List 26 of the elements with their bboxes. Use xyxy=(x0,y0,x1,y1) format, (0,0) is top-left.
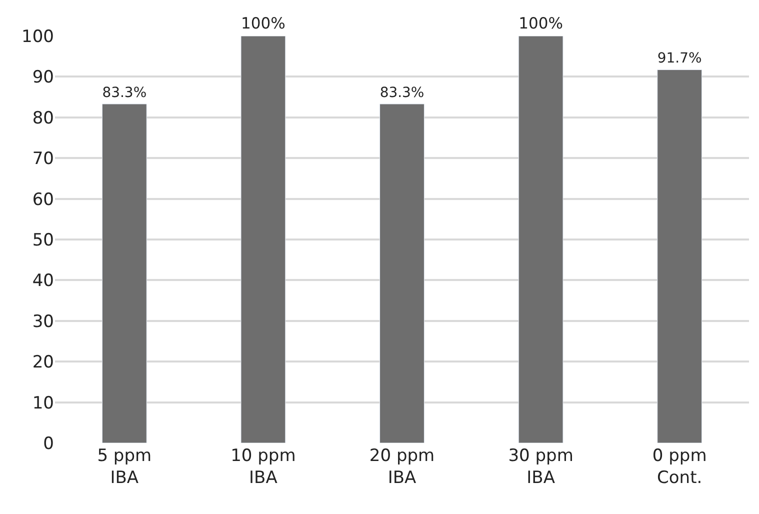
data-label: 83.3% xyxy=(102,84,147,101)
y-tick-label: 10 xyxy=(32,393,54,414)
bar xyxy=(380,104,424,443)
y-tick-label: 0 xyxy=(43,434,54,454)
y-tick-label: 30 xyxy=(32,312,54,332)
data-label: 91.7% xyxy=(657,50,702,67)
x-tick-label: 30 ppm IBA xyxy=(508,446,574,488)
y-tick-label: 70 xyxy=(32,149,54,170)
y-tick-label: 100 xyxy=(22,26,54,47)
y-tick-label: 90 xyxy=(32,68,54,88)
x-tick-label: 5 ppm IBA xyxy=(97,446,152,488)
x-tick-label: 10 ppm IBA xyxy=(230,446,296,488)
bar xyxy=(102,104,147,443)
x-tick-label: 20 ppm IBA xyxy=(369,446,435,488)
bar xyxy=(240,36,286,443)
data-label: 100% xyxy=(518,14,563,32)
data-label: 83.3% xyxy=(380,84,424,101)
y-tick-label: 50 xyxy=(32,230,54,250)
y-tick-label: 40 xyxy=(32,271,54,292)
y-tick-label: 60 xyxy=(32,190,54,210)
y-tick-label: 80 xyxy=(32,108,54,128)
bar xyxy=(518,36,564,443)
y-tick-label: 20 xyxy=(32,352,54,373)
data-label: 100% xyxy=(241,14,286,32)
bar xyxy=(657,70,702,443)
x-tick-label: 0 ppm Cont. xyxy=(652,446,707,488)
